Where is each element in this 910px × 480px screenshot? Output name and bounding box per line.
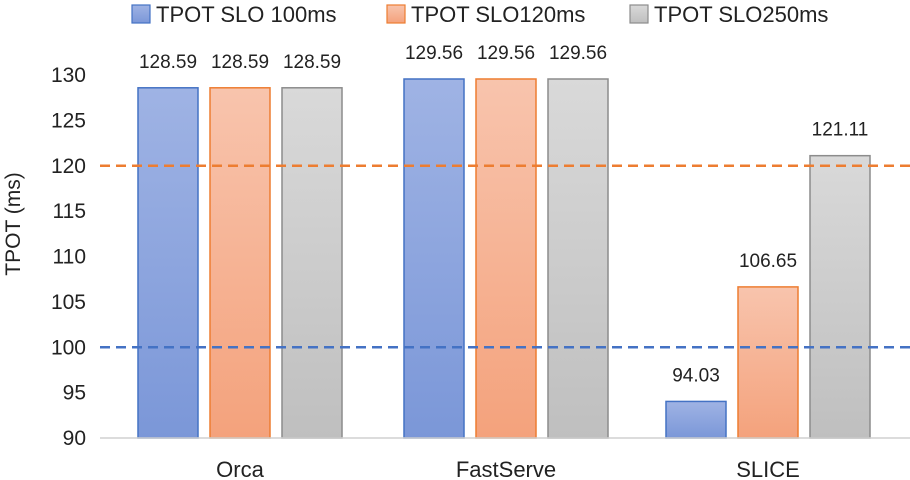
data-label-fastserve-tpot-slo120ms: 129.56 — [477, 43, 535, 64]
bar-fastserve-tpot-slo-100ms — [403, 78, 465, 439]
y-tick-90: 90 — [63, 427, 86, 450]
data-label-fastserve-tpot-slo-100ms: 129.56 — [405, 43, 463, 64]
y-tick-95: 95 — [63, 382, 86, 405]
y-tick-125: 125 — [51, 109, 86, 132]
x-tick-slice: SLICE — [736, 457, 800, 480]
x-tick-orca: Orca — [216, 457, 264, 480]
y-tick-120: 120 — [51, 155, 86, 178]
data-label-slice-tpot-slo250ms: 121.11 — [812, 120, 869, 141]
data-label-orca-tpot-slo120ms: 128.59 — [211, 52, 269, 73]
y-tick-105: 105 — [51, 291, 86, 314]
bar-slice-tpot-slo120ms — [737, 286, 799, 439]
legend-swatch-tpot-slo250ms — [629, 4, 649, 24]
data-label-slice-tpot-slo-100ms: 94.03 — [672, 365, 720, 386]
bar-slice-tpot-slo-100ms — [665, 400, 727, 439]
legend-label-tpot-slo250ms: TPOT SLO250ms — [654, 2, 828, 27]
legend-label-tpot-slo-100ms: TPOT SLO 100ms — [156, 2, 337, 27]
bar-fastserve-tpot-slo250ms — [547, 78, 609, 439]
bar-orca-tpot-slo250ms — [281, 87, 343, 439]
bar-slice-tpot-slo250ms — [809, 154, 871, 439]
y-tick-115: 115 — [53, 200, 86, 223]
y-tick-130: 130 — [51, 64, 86, 87]
reference-lines — [100, 164, 910, 349]
legend-label-tpot-slo120ms: TPOT SLO120ms — [411, 2, 585, 27]
bar-orca-tpot-slo120ms — [209, 87, 271, 439]
data-labels: 128.59 128.59 128.59 129.56 129.56 129.56 94.0… — [139, 43, 868, 386]
x-axis: Orca FastServe SLICE — [100, 437, 910, 480]
legend: TPOT SLO 100ms TPOT SLO120ms TPOT SLO250ms — [131, 2, 828, 27]
y-axis: 90 95 100 105 110 115 120 125 130 — [51, 64, 86, 450]
bar-orca-tpot-slo-100ms — [137, 87, 199, 439]
data-label-fastserve-tpot-slo250ms: 129.56 — [549, 43, 607, 64]
bar-fastserve-tpot-slo120ms — [475, 78, 537, 439]
bars — [137, 78, 871, 439]
y-tick-100: 100 — [51, 336, 86, 359]
y-tick-110: 110 — [53, 246, 86, 269]
legend-swatch-tpot-slo-100ms — [131, 4, 151, 24]
legend-swatch-tpot-slo120ms — [386, 4, 406, 24]
x-tick-fastserve: FastServe — [456, 457, 556, 480]
data-label-orca-tpot-slo-100ms: 128.59 — [139, 52, 197, 73]
y-axis-label: TPOT (ms) — [2, 172, 25, 275]
data-label-slice-tpot-slo120ms: 106.65 — [739, 251, 797, 272]
data-label-orca-tpot-slo250ms: 128.59 — [283, 52, 341, 73]
